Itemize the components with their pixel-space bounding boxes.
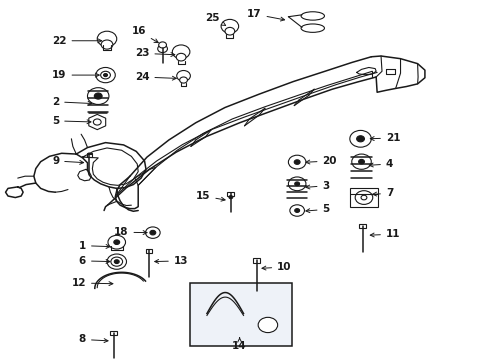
Text: 5: 5: [305, 204, 329, 214]
Text: 12: 12: [71, 278, 113, 288]
Text: 10: 10: [262, 262, 291, 272]
Circle shape: [349, 130, 370, 147]
Text: 23: 23: [135, 48, 174, 58]
Text: 17: 17: [246, 9, 284, 21]
Bar: [87, 153, 92, 157]
Bar: [253, 258, 260, 263]
Circle shape: [103, 73, 107, 77]
Circle shape: [101, 40, 113, 49]
Text: 2: 2: [52, 97, 92, 107]
Circle shape: [158, 45, 167, 53]
Text: 7: 7: [372, 188, 392, 198]
Circle shape: [96, 67, 115, 83]
Circle shape: [228, 195, 232, 199]
Bar: [189, 283, 292, 346]
Text: 20: 20: [305, 156, 336, 166]
Text: 8: 8: [79, 334, 108, 345]
Circle shape: [221, 19, 238, 33]
Circle shape: [172, 45, 189, 59]
Circle shape: [351, 154, 370, 169]
Circle shape: [294, 182, 299, 186]
Text: 3: 3: [305, 181, 329, 191]
Text: 21: 21: [369, 133, 400, 143]
Circle shape: [101, 71, 110, 79]
Text: 5: 5: [52, 116, 91, 126]
Circle shape: [87, 88, 109, 104]
Circle shape: [288, 177, 305, 191]
Text: 1: 1: [79, 240, 110, 251]
Text: 19: 19: [52, 70, 99, 80]
Circle shape: [258, 318, 277, 333]
Bar: [146, 249, 152, 253]
Circle shape: [93, 119, 101, 125]
Circle shape: [294, 208, 299, 212]
Circle shape: [108, 235, 125, 249]
Circle shape: [224, 27, 234, 35]
Circle shape: [176, 53, 185, 61]
Circle shape: [111, 257, 122, 266]
Circle shape: [114, 260, 119, 264]
Text: 11: 11: [369, 229, 400, 239]
Bar: [349, 188, 377, 207]
Bar: [227, 192, 234, 195]
Circle shape: [114, 240, 120, 244]
Text: 13: 13: [154, 256, 188, 266]
Circle shape: [360, 195, 366, 200]
Circle shape: [289, 205, 304, 216]
Circle shape: [107, 254, 126, 269]
Ellipse shape: [301, 24, 324, 32]
Circle shape: [150, 230, 156, 235]
Circle shape: [354, 191, 372, 204]
Text: 18: 18: [114, 227, 147, 237]
Text: 9: 9: [52, 156, 83, 166]
Circle shape: [176, 71, 190, 81]
Text: 4: 4: [368, 159, 392, 169]
Circle shape: [158, 42, 166, 48]
Bar: [358, 224, 365, 229]
Text: 6: 6: [79, 256, 110, 266]
Text: 22: 22: [52, 36, 102, 46]
Text: 14: 14: [232, 338, 246, 351]
Text: 16: 16: [131, 26, 158, 42]
Circle shape: [358, 159, 364, 164]
Circle shape: [294, 160, 300, 165]
Circle shape: [288, 155, 305, 169]
Bar: [110, 331, 117, 335]
Text: 25: 25: [205, 13, 225, 26]
Circle shape: [94, 93, 102, 99]
Text: 24: 24: [135, 72, 176, 82]
Circle shape: [97, 31, 117, 46]
Circle shape: [356, 136, 364, 142]
Ellipse shape: [301, 12, 324, 20]
Circle shape: [145, 227, 160, 238]
Text: 15: 15: [196, 191, 224, 201]
Circle shape: [179, 77, 187, 83]
